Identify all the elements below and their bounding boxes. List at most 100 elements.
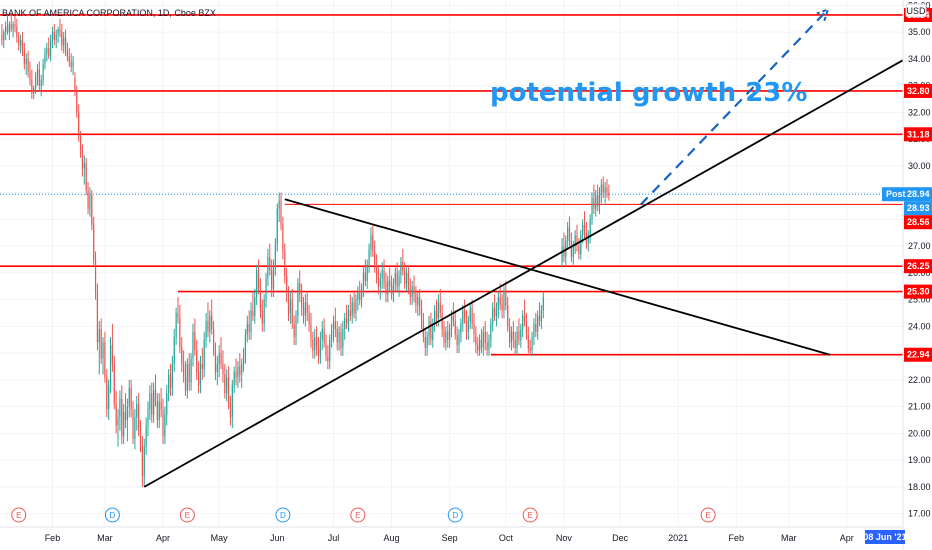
candle: [130, 379, 132, 418]
candle-body: [413, 286, 415, 295]
candle: [83, 155, 85, 185]
candle: [102, 337, 104, 375]
candle: [199, 355, 202, 394]
candle-body: [600, 184, 602, 193]
candle: [235, 358, 237, 386]
candle: [477, 337, 479, 356]
candle-body: [220, 353, 222, 364]
candle: [392, 278, 395, 303]
candle-body: [111, 345, 114, 364]
candle: [81, 144, 84, 177]
candle: [462, 304, 464, 332]
candle: [516, 326, 518, 356]
event-circle: [179, 507, 195, 523]
candle-body: [212, 329, 215, 351]
candle: [33, 85, 35, 99]
candle-body: [525, 321, 528, 335]
currency-box[interactable]: [905, 3, 927, 18]
candle: [301, 283, 303, 316]
candle: [510, 326, 513, 351]
candle-body: [606, 187, 608, 193]
candle-body: [319, 339, 321, 356]
event-letter: E: [528, 511, 533, 520]
candle: [325, 334, 327, 362]
candle: [63, 32, 65, 54]
trendline: [143, 59, 904, 488]
candle-body: [514, 339, 516, 348]
candle-body: [357, 291, 359, 300]
candle: [119, 390, 121, 431]
trendlines: [143, 7, 904, 488]
price-tick-label: 21.00: [908, 402, 931, 412]
candle-body: [130, 387, 132, 410]
candle: [340, 323, 342, 356]
time-tick-label: Nov: [556, 533, 573, 543]
candle-body: [76, 90, 78, 113]
candle: [531, 331, 533, 356]
price-tag-box: [904, 127, 932, 142]
candle-body: [360, 288, 363, 300]
candle: [57, 26, 59, 43]
candle-body: [74, 77, 76, 91]
candle-body: [94, 259, 97, 292]
candle-body: [36, 69, 39, 78]
candle-body: [21, 40, 24, 51]
candle: [383, 259, 385, 289]
price-tag-box: [904, 215, 932, 230]
candle: [276, 203, 278, 252]
candle-body: [72, 61, 74, 67]
candle-body: [364, 272, 366, 281]
candle: [302, 296, 305, 324]
candle-body: [445, 331, 447, 343]
candle: [197, 361, 200, 394]
candle: [484, 321, 486, 351]
candle: [488, 334, 490, 356]
current-price-tag: 28.56: [904, 215, 932, 230]
event-letter: D: [452, 511, 458, 520]
candle: [342, 321, 344, 356]
candle: [503, 286, 505, 319]
candle: [237, 361, 239, 388]
candle-body: [139, 428, 142, 447]
earnings-marker: E: [700, 507, 716, 523]
candle: [93, 216, 95, 265]
candle: [372, 224, 374, 257]
candle-body: [471, 307, 473, 324]
candle-body: [117, 417, 119, 426]
candle-body: [271, 270, 273, 289]
earnings-marker: E: [350, 507, 366, 523]
price-tag-label: 28.93: [907, 203, 930, 213]
price-tick-label: 17.00: [908, 509, 931, 519]
candle: [68, 48, 70, 67]
candle: [464, 299, 466, 324]
candle: [522, 310, 524, 338]
candle-body: [79, 136, 82, 150]
candle: [74, 72, 76, 97]
candle: [205, 312, 207, 348]
candle-body: [216, 363, 218, 372]
candle-body: [381, 270, 383, 279]
level-price-tag: 25.30: [904, 284, 932, 299]
candle-body: [259, 288, 262, 311]
candle: [241, 358, 243, 388]
candle: [190, 353, 192, 391]
time-axis[interactable]: Feb Mar Apr May Jun Jul Aug Sep Oct Nov Dec 2021 Feb…: [45, 533, 854, 543]
candle-body: [469, 307, 471, 322]
candle: [576, 224, 578, 252]
candle: [495, 302, 498, 327]
candle-body: [310, 323, 312, 340]
candle: [460, 318, 462, 343]
candle: [40, 74, 42, 97]
candle: [492, 302, 494, 332]
candle-body: [63, 37, 65, 46]
candle-body: [274, 243, 277, 268]
candle: [36, 64, 39, 86]
candle-body: [572, 246, 574, 257]
level-price-tag: 26.25: [904, 259, 932, 274]
candle-body: [138, 403, 140, 429]
candle: [18, 32, 20, 51]
candle-body: [229, 403, 232, 418]
candle: [585, 222, 587, 249]
